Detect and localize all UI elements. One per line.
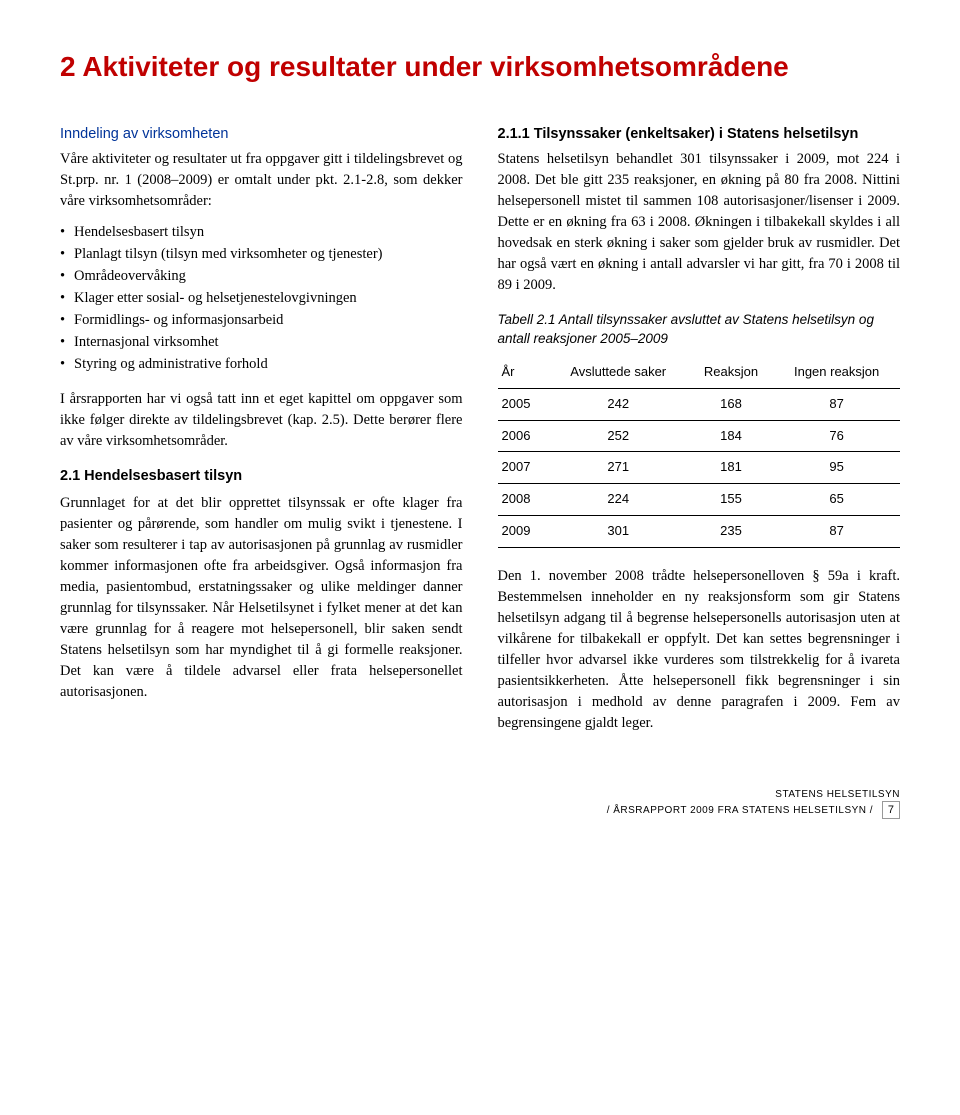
list-item: Planlagt tilsyn (tilsyn med virksomheter… [60,244,463,265]
table-cell: 65 [773,484,900,516]
list-item: Hendelsesbasert tilsyn [60,222,463,243]
right-column: 2.1.1 Tilsynssaker (enkeltsaker) i State… [498,124,901,748]
table-cell: 2007 [498,452,548,484]
table-cell: 252 [548,420,689,452]
intro-subheading: Inndeling av virksomheten [60,124,463,145]
table-cell: 76 [773,420,900,452]
table-cell: 242 [548,388,689,420]
paragraph: Den 1. november 2008 trådte helsepersone… [498,566,901,734]
table-header-cell: Ingen reaksjon [773,357,900,388]
table-cell: 184 [689,420,774,452]
table-cell: 87 [773,388,900,420]
list-item: Formidlings- og informasjonsarbeid [60,310,463,331]
table-cell: 2005 [498,388,548,420]
table-cell: 181 [689,452,774,484]
table-cell: 2008 [498,484,548,516]
list-item: Områdeovervåking [60,266,463,287]
table-cell: 95 [773,452,900,484]
page-footer: STATENS HELSETILSYN / ÅRSRAPPORT 2009 FR… [60,788,900,819]
intro-paragraph: Våre aktiviteter og resultater ut fra op… [60,149,463,212]
table-cell: 235 [689,516,774,548]
paragraph: Statens helsetilsyn behandlet 301 tilsyn… [498,149,901,296]
table-row: 2005 242 168 87 [498,388,901,420]
table-header-row: År Avsluttede saker Reaksjon Ingen reaks… [498,357,901,388]
table-cell: 87 [773,516,900,548]
footer-org: STATENS HELSETILSYN [60,788,900,801]
paragraph: Grunnlaget for at det blir opprettet til… [60,493,463,703]
table-header-cell: År [498,357,548,388]
two-column-layout: Inndeling av virksomheten Våre aktivitet… [60,124,900,748]
table-row: 2006 252 184 76 [498,420,901,452]
table-cell: 301 [548,516,689,548]
list-item: Klager etter sosial- og helsetjenestelov… [60,288,463,309]
table-row: 2009 301 235 87 [498,516,901,548]
list-item: Internasjonal virksomhet [60,332,463,353]
table-cell: 2009 [498,516,548,548]
table-header-cell: Avsluttede saker [548,357,689,388]
table-caption: Tabell 2.1 Antall tilsynssaker avsluttet… [498,310,901,349]
table-cell: 271 [548,452,689,484]
table-cell: 168 [689,388,774,420]
footer-report: / ÅRSRAPPORT 2009 FRA STATENS HELSETILSY… [607,805,873,816]
bullet-list: Hendelsesbasert tilsyn Planlagt tilsyn (… [60,222,463,375]
section-heading: 2.1 Hendelsesbasert tilsyn [60,466,463,487]
table-cell: 155 [689,484,774,516]
paragraph: I årsrapporten har vi også tatt inn et e… [60,389,463,452]
subsection-heading: 2.1.1 Tilsynssaker (enkeltsaker) i State… [498,124,901,145]
page-title: 2 Aktiviteter og resultater under virkso… [60,50,900,84]
list-item: Styring og administrative forhold [60,354,463,375]
left-column: Inndeling av virksomheten Våre aktivitet… [60,124,463,748]
data-table: År Avsluttede saker Reaksjon Ingen reaks… [498,357,901,548]
table-header-cell: Reaksjon [689,357,774,388]
table-row: 2007 271 181 95 [498,452,901,484]
table-row: 2008 224 155 65 [498,484,901,516]
table-cell: 2006 [498,420,548,452]
table-cell: 224 [548,484,689,516]
page-number: 7 [882,801,900,819]
